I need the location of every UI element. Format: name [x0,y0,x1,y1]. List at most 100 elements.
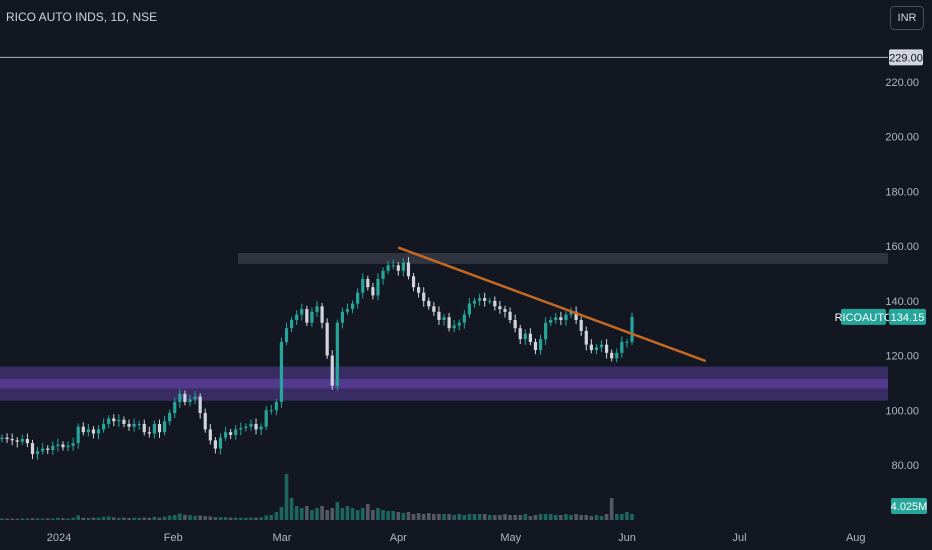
candle-body [122,419,126,424]
volume-bar [111,517,116,520]
y-tick-label: 140.00 [885,296,919,308]
candle-body [442,317,446,321]
volume-bar [264,515,268,520]
x-tick-label: Jun [618,532,636,544]
volume-bar [208,516,213,520]
candle-body [188,399,192,403]
candle-body [61,444,65,448]
price-axis[interactable]: 220.00 200.00 180.00 160.00 140.00 120.00 100.… [885,77,919,472]
volume-bar [147,517,152,520]
candle-body [157,423,162,433]
volume-bar [330,508,335,520]
support-zone-core [0,378,888,389]
volume-bar [106,516,111,520]
volume-bar [518,515,523,520]
candle-body [300,309,304,315]
y-tick-label: 160.00 [885,241,919,253]
candle-body [152,423,157,434]
candle-body [345,309,350,312]
candle-body [381,270,385,279]
volume-bar [574,514,578,520]
candle-body [310,311,314,323]
volume-bar [66,518,70,520]
volume-bar [345,506,350,520]
candle-body [538,339,543,351]
volume-bar [117,517,121,520]
x-tick-label: 2024 [47,532,71,544]
candle-body [559,317,563,321]
candle-body [20,439,24,442]
volume-bar [101,516,106,520]
candle-body [371,287,375,296]
volume-bar [91,517,96,520]
volume-bar [320,506,324,520]
level-badge-bg [889,49,923,66]
candle-body [523,333,527,340]
candle-body [554,317,558,321]
currency-button[interactable]: INR [890,6,924,30]
candle-body [320,306,324,323]
resistance-zone [238,252,888,264]
y-tick-label: 80.00 [891,460,919,472]
volume-bar [498,515,502,520]
volume-bar [472,514,477,520]
volume-bar [178,513,182,520]
volume-bar [366,504,370,520]
volume-bar [523,514,528,520]
volume-bar [625,512,629,520]
candle-body [295,314,299,321]
candle-body [620,341,624,353]
time-axis[interactable]: 2024 Feb Mar Apr May Jun Jul Aug [47,532,866,544]
candle-body [503,309,507,312]
volume-bar [340,508,345,520]
candle-body [76,426,80,444]
y-tick-label: 220.00 [885,77,919,89]
volume-bar [40,518,45,520]
volume-bar [51,518,55,520]
candle-body [66,445,70,448]
volume-bar [493,515,497,520]
volume-bar [289,498,294,520]
candle-body [30,443,35,455]
candle-body [127,423,131,427]
candle-body [361,278,365,293]
volume-bar [203,516,208,520]
candle-body [198,396,202,414]
volume-bar [76,515,81,520]
volume-badge-bg [891,498,927,514]
volume-bar [218,517,223,520]
volume-bar [162,516,167,520]
volume-bar [310,510,314,520]
volume-bar [213,517,218,520]
candle-body [584,330,588,345]
candle-body [574,311,578,321]
volume-bar [386,511,390,520]
volume-bar [25,518,30,520]
volume-bar [360,508,365,520]
candle-body [41,448,45,452]
candle-body [615,352,619,359]
volume-bar [508,515,512,520]
volume-bar [61,518,65,520]
volume-bar [305,506,309,520]
candle-body [284,328,289,342]
volume-bar [152,516,157,520]
volume-bar [477,514,482,520]
volume-bar [142,517,147,520]
volume-bar [630,514,634,520]
candle-body [376,278,380,296]
candle-body [401,262,405,271]
candle-body [96,429,101,434]
volume-bar [299,508,304,520]
volume-bar [437,514,441,520]
price-badge-bg [889,308,926,325]
candle-body [427,300,431,307]
candle-body [625,341,629,343]
volume-bar [132,517,136,520]
y-tick-label: 200.00 [885,132,919,144]
candle-body [259,426,263,430]
candle-body [0,437,4,440]
